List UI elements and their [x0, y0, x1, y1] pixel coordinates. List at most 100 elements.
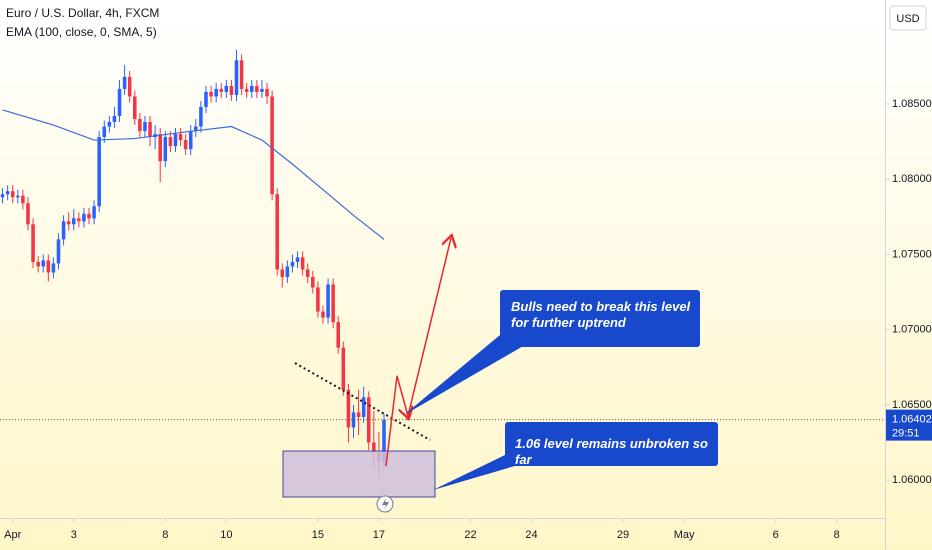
candle-body [122, 76, 127, 89]
event-icon-bolt [382, 498, 389, 510]
candle-body [199, 106, 203, 127]
x-tick-label: May [674, 529, 695, 541]
candle-body [280, 269, 285, 277]
candle-body [31, 224, 35, 262]
candle-body [173, 134, 178, 147]
candle-body [82, 213, 86, 222]
arrow-path [385, 375, 408, 467]
x-tick-label: 22 [464, 529, 476, 541]
candle-body [265, 88, 269, 97]
candle-body [133, 96, 137, 120]
trendline [294, 362, 431, 441]
candle-body [244, 88, 249, 92]
candle-body [336, 322, 341, 348]
candle-body [346, 389, 351, 428]
candle-body [316, 287, 320, 312]
y-tick-label: 1.07000 [892, 324, 932, 336]
support-zone [282, 450, 436, 498]
chart-title: Euro / U.S. Dollar, 4h, FXCM [6, 6, 159, 20]
candle-body [61, 221, 66, 240]
candle-body [219, 88, 224, 92]
indicator-label: EMA (100, close, 0, SMA, 5) [6, 25, 157, 39]
candle-body [382, 419, 386, 463]
candle-body [300, 257, 305, 270]
last-price-box [886, 409, 932, 441]
candle-body [127, 76, 132, 97]
candle-body [239, 60, 244, 89]
candle-body [66, 221, 71, 225]
y-tick-label: 1.07500 [892, 248, 932, 260]
candle-body [183, 140, 188, 150]
candle-body [249, 85, 254, 92]
candle-body [26, 203, 30, 225]
x-tick-label: 6 [773, 529, 779, 541]
x-tick-label: 24 [525, 529, 537, 541]
candle-body [290, 261, 295, 267]
candle-body [107, 122, 112, 127]
callout-pointer [404, 335, 525, 415]
candle-body [36, 261, 40, 267]
last-price-label: 1.06402 [892, 414, 932, 426]
candle-body [168, 137, 173, 147]
ema-line [2, 109, 385, 240]
candle-body [204, 91, 208, 107]
candle-body [229, 85, 234, 95]
callout-pointer [433, 455, 525, 490]
candle-body [97, 137, 101, 207]
x-tick-label: 3 [71, 529, 77, 541]
candle-body [143, 122, 147, 132]
candle-body [224, 85, 229, 92]
x-tick-label: 29 [617, 529, 629, 541]
callout-box [500, 290, 700, 347]
candle-body [112, 115, 117, 123]
candle-body [321, 311, 325, 318]
candle-body [326, 284, 330, 318]
candle-body [295, 257, 300, 262]
candle-body [163, 137, 168, 162]
candle-body [41, 260, 46, 267]
currency-box[interactable] [889, 5, 927, 31]
candle-body [148, 122, 152, 138]
candle-body [270, 96, 274, 195]
candle-body [178, 134, 183, 141]
callout-box [505, 422, 718, 466]
x-tick-label: Apr [4, 529, 21, 541]
candle-body [351, 412, 356, 428]
candle-body [92, 206, 96, 219]
candle-body [361, 397, 366, 417]
candle-body [21, 195, 25, 204]
candle-body [5, 191, 10, 195]
candle-body [46, 260, 51, 273]
annotation: 1.06 level remains unbroken so far [515, 436, 708, 467]
arrow-up [406, 238, 451, 421]
candle-body [158, 134, 162, 162]
y-tick-label: 1.08500 [892, 98, 932, 110]
x-tick-label: 8 [162, 529, 168, 541]
currency: USD [896, 13, 919, 25]
x-tick-label: 10 [220, 529, 232, 541]
candle-body [214, 88, 218, 97]
candle-body [234, 60, 239, 95]
candle-body [51, 263, 56, 273]
y-tick-label: 1.06500 [892, 399, 932, 411]
candle-body [341, 347, 346, 390]
candle-body [71, 218, 76, 225]
candle-body [10, 191, 15, 198]
candle-body [260, 88, 264, 92]
candle-body [366, 397, 371, 443]
candle-body [305, 269, 310, 277]
candle-body [56, 239, 61, 264]
candle-body [255, 85, 259, 92]
candle-body [372, 442, 376, 454]
x-tick-label: 15 [312, 529, 324, 541]
x-tick-label: 17 [373, 529, 385, 541]
candle-body [102, 126, 107, 138]
candle-body [138, 119, 142, 132]
candle-body [275, 194, 279, 270]
candle-body [77, 218, 81, 222]
candle-body [356, 412, 361, 417]
candle-body [0, 194, 5, 198]
annotation: Bulls need to break this level for furth… [511, 299, 691, 330]
